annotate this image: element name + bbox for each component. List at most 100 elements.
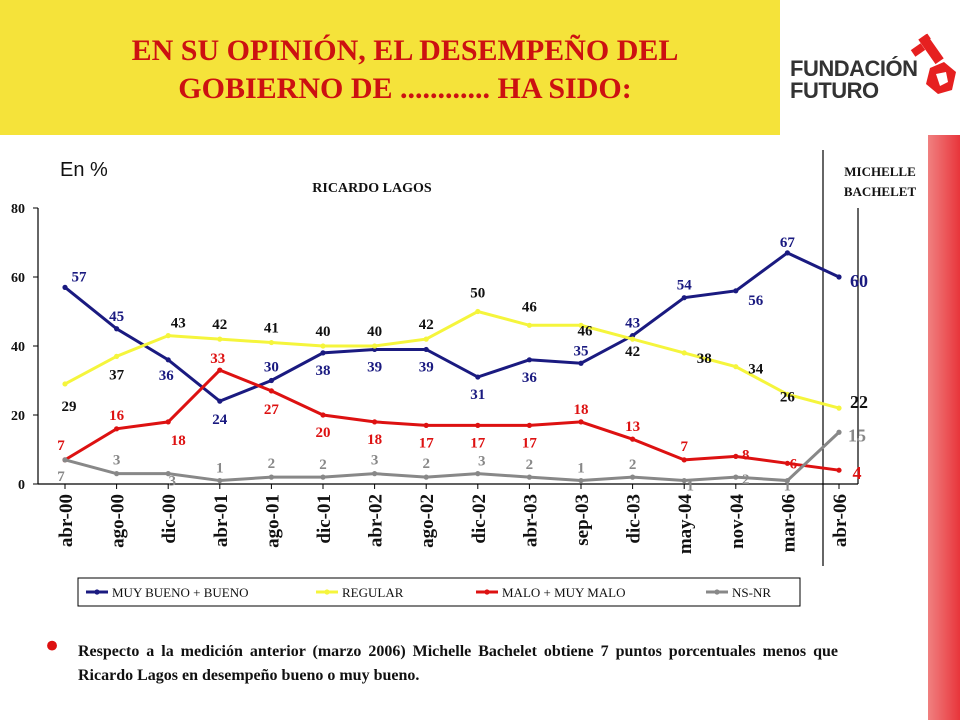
data-label: 33 bbox=[210, 351, 225, 367]
data-point bbox=[578, 419, 584, 425]
data-point bbox=[114, 353, 120, 359]
data-point bbox=[217, 398, 223, 404]
legend-label: MUY BUENO + BUENO bbox=[112, 585, 249, 600]
data-point bbox=[475, 308, 481, 315]
data-label: 7 bbox=[57, 469, 65, 485]
data-label: 7 bbox=[680, 439, 688, 455]
data-label: 3 bbox=[478, 454, 486, 470]
data-label: 1 bbox=[216, 461, 224, 477]
data-point bbox=[526, 322, 533, 328]
x-tick-label: nov-04 bbox=[727, 494, 748, 549]
data-label: 16 bbox=[109, 408, 125, 424]
x-tick-label: abr-02 bbox=[366, 494, 387, 547]
data-point bbox=[681, 295, 687, 301]
data-label: 3 bbox=[113, 453, 121, 469]
data-point bbox=[320, 474, 326, 480]
data-point bbox=[320, 350, 326, 356]
data-point bbox=[320, 412, 326, 418]
data-point bbox=[784, 250, 791, 256]
period-label-lagos: RICARDO LAGOS bbox=[312, 181, 432, 196]
data-label: 36 bbox=[522, 370, 538, 386]
data-point bbox=[165, 333, 171, 339]
x-tick-label: dic-03 bbox=[624, 494, 645, 544]
page-title: EN SU OPINIÓN, EL DESEMPEÑO DEL GOBIERNO… bbox=[131, 34, 679, 105]
data-point bbox=[268, 388, 274, 394]
data-point bbox=[114, 326, 120, 332]
data-label: 15 bbox=[848, 425, 866, 445]
data-label: 38 bbox=[697, 351, 712, 367]
side-accent-bar bbox=[928, 135, 960, 720]
footnote: Respecto a la medición anterior (marzo 2… bbox=[78, 643, 838, 684]
data-label: 43 bbox=[171, 316, 186, 332]
unit-label: En % bbox=[60, 159, 108, 181]
data-point bbox=[784, 477, 791, 484]
data-point bbox=[475, 471, 481, 477]
data-label: 60 bbox=[850, 271, 868, 291]
x-tick-label: may-04 bbox=[675, 494, 696, 555]
data-label: 2 bbox=[629, 457, 637, 473]
data-label: 34 bbox=[748, 362, 764, 378]
data-point bbox=[578, 477, 584, 484]
data-point bbox=[423, 474, 429, 480]
data-point bbox=[372, 471, 378, 477]
data-label: 2 bbox=[742, 472, 750, 488]
data-label: 2 bbox=[422, 456, 430, 472]
data-point bbox=[836, 274, 842, 280]
data-point bbox=[578, 322, 584, 328]
data-point bbox=[217, 477, 223, 484]
data-point bbox=[217, 336, 223, 342]
data-point bbox=[836, 467, 842, 473]
legend-label: MALO + MUY MALO bbox=[502, 585, 626, 600]
key-icon bbox=[910, 33, 956, 94]
data-point bbox=[733, 474, 739, 480]
data-point bbox=[268, 377, 274, 384]
data-point bbox=[423, 346, 429, 353]
data-point bbox=[217, 367, 223, 373]
data-point bbox=[62, 284, 68, 290]
y-tick-label: 40 bbox=[11, 340, 25, 355]
data-point bbox=[733, 453, 739, 459]
data-label: 35 bbox=[574, 343, 589, 359]
y-tick-label: 60 bbox=[11, 271, 25, 286]
data-point bbox=[475, 374, 481, 380]
data-point bbox=[372, 419, 378, 425]
data-label: 8 bbox=[742, 447, 750, 463]
x-tick-label: abr-00 bbox=[56, 494, 77, 547]
data-label: 27 bbox=[264, 402, 280, 418]
data-label: 39 bbox=[419, 359, 434, 375]
data-label: 45 bbox=[109, 309, 124, 325]
x-tick-label: abr-01 bbox=[211, 494, 232, 547]
data-label: 1 bbox=[784, 479, 792, 495]
data-label: 26 bbox=[780, 389, 796, 405]
data-point bbox=[681, 457, 687, 463]
data-point bbox=[784, 391, 791, 397]
x-tick-label: mar-06 bbox=[778, 494, 799, 552]
data-label: 7 bbox=[57, 438, 65, 454]
data-label: 46 bbox=[522, 299, 538, 315]
data-label: 2 bbox=[268, 456, 276, 472]
data-label: 2 bbox=[526, 457, 534, 473]
legend-marker bbox=[484, 589, 490, 595]
data-label: 37 bbox=[109, 367, 125, 383]
data-point bbox=[630, 336, 636, 342]
line-chart: En % RICARDO LAGOS MICHELLE BACHELET 0 20 40 60… bbox=[11, 150, 916, 607]
data-point bbox=[165, 357, 171, 363]
data-label: 67 bbox=[780, 235, 796, 251]
data-label: 46 bbox=[578, 323, 594, 339]
data-point bbox=[372, 343, 378, 349]
data-label: 17 bbox=[470, 435, 486, 451]
x-tick-label: ago-02 bbox=[417, 494, 438, 548]
data-label: 38 bbox=[316, 363, 331, 379]
data-point bbox=[630, 436, 636, 442]
x-tick-label: abr-06 bbox=[830, 494, 851, 547]
series-line-3 bbox=[64, 431, 841, 483]
data-label: 40 bbox=[316, 324, 331, 340]
data-point bbox=[62, 381, 68, 387]
data-point bbox=[681, 350, 687, 356]
data-point bbox=[630, 474, 636, 480]
data-point bbox=[423, 422, 429, 428]
x-tick-label: dic-02 bbox=[469, 494, 490, 544]
data-point bbox=[836, 405, 842, 411]
data-label: 20 bbox=[316, 425, 331, 441]
data-label: 4 bbox=[853, 463, 862, 483]
